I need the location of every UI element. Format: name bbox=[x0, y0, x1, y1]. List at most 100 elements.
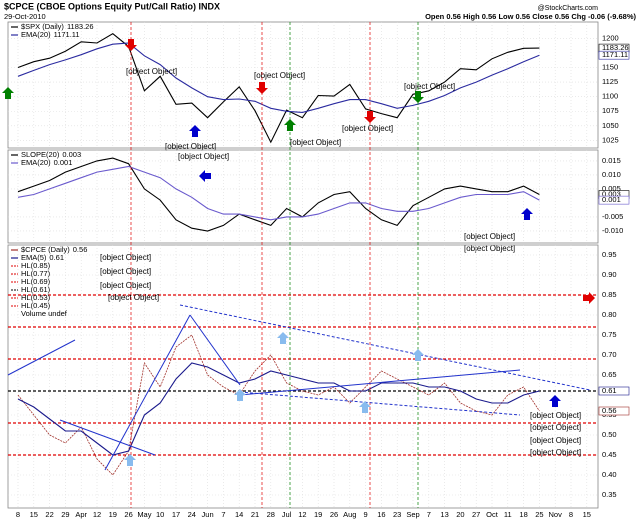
x-tick-label: 12 bbox=[93, 510, 101, 519]
y-tick-label: 0.95 bbox=[602, 250, 617, 259]
y-tick-label: 0.50 bbox=[602, 430, 617, 439]
trendline bbox=[239, 369, 521, 396]
annotation: [object Object] bbox=[530, 436, 581, 445]
annotation: [object Object] bbox=[108, 293, 159, 302]
legend-entry: EMA(20) 1171.11 bbox=[21, 30, 80, 39]
last-value-label: 0.003 bbox=[602, 190, 621, 199]
series-line bbox=[17, 334, 540, 476]
arrow bbox=[189, 125, 201, 137]
x-tick-label: 7 bbox=[221, 510, 225, 519]
x-tick-label: 24 bbox=[188, 510, 196, 519]
arrow bbox=[364, 111, 376, 123]
y-tick-label: 0.005 bbox=[602, 184, 621, 193]
legend-value: 1183.26 bbox=[67, 22, 94, 31]
annotation: [object Object] bbox=[530, 423, 581, 432]
annotation: [object Object] bbox=[254, 71, 305, 80]
legend-value: 0.003 bbox=[62, 150, 81, 159]
x-tick-label: 15 bbox=[30, 510, 38, 519]
last-value-label: 0.61 bbox=[602, 386, 617, 395]
x-tick-label: May bbox=[137, 510, 151, 519]
legend-entry: HL(0.61) bbox=[21, 285, 51, 294]
annotation: [object Object] bbox=[530, 448, 581, 457]
panel-frame bbox=[7, 244, 599, 509]
x-tick-label: Nov bbox=[549, 510, 563, 519]
y-tick-label: 1025 bbox=[602, 135, 619, 144]
annotation: [object Object] bbox=[342, 124, 393, 133]
y-tick-label: 1100 bbox=[602, 92, 618, 101]
trendline bbox=[189, 314, 241, 386]
last-value-box bbox=[598, 386, 630, 396]
x-tick-label: Aug bbox=[343, 510, 356, 519]
annotation: [object Object] bbox=[178, 152, 229, 161]
y-tick-label: 0.75 bbox=[602, 330, 617, 339]
arrow bbox=[412, 349, 424, 361]
legend-entry: HL(0.53) bbox=[21, 293, 51, 302]
legend-name: EMA(20) bbox=[21, 158, 51, 167]
trendline bbox=[239, 391, 521, 416]
y-tick-label: 0.015 bbox=[602, 156, 621, 165]
legend-value: 0.61 bbox=[49, 253, 64, 262]
legend-value: 1171.11 bbox=[54, 30, 80, 39]
x-tick-label: Apr bbox=[75, 510, 87, 519]
arrow bbox=[124, 454, 136, 466]
legend-entry: $CPCE (Daily) 0.56 bbox=[21, 245, 87, 254]
arrow bbox=[2, 87, 14, 99]
series-line bbox=[17, 42, 540, 113]
x-tick-label: Oct bbox=[486, 510, 499, 519]
x-tick-label: 16 bbox=[377, 510, 385, 519]
annotation: [object Object] bbox=[530, 411, 581, 420]
x-tick-label: 14 bbox=[235, 510, 243, 519]
x-tick-label: 26 bbox=[124, 510, 132, 519]
x-tick-label: 17 bbox=[172, 510, 180, 519]
legend-value: 0.56 bbox=[73, 245, 88, 254]
x-tick-label: 13 bbox=[440, 510, 448, 519]
series-line bbox=[17, 33, 540, 144]
y-tick-label: 1050 bbox=[602, 121, 619, 130]
x-tick-label: 8 bbox=[569, 510, 573, 519]
legend-value: 0.001 bbox=[54, 158, 73, 167]
source: @StockCharts.com bbox=[538, 5, 599, 12]
last-value-box bbox=[598, 406, 630, 416]
x-tick-label: Jun bbox=[202, 510, 214, 519]
y-tick-label: 1075 bbox=[602, 106, 619, 115]
chart-date: 29-Oct-2010 bbox=[4, 12, 46, 21]
x-tick-label: 9 bbox=[364, 510, 368, 519]
legend-entry: HL(0.69) bbox=[21, 277, 51, 286]
x-tick-label: 25 bbox=[535, 510, 543, 519]
legend-name: $CPCE (Daily) bbox=[21, 245, 70, 254]
x-tick-label: 15 bbox=[583, 510, 591, 519]
x-tick-label: 22 bbox=[45, 510, 53, 519]
arrow bbox=[277, 332, 289, 344]
arrow bbox=[521, 208, 533, 220]
annotation: [object Object] bbox=[464, 244, 515, 253]
series-line bbox=[17, 165, 540, 221]
last-value-box bbox=[598, 50, 630, 60]
x-tick-label: 19 bbox=[314, 510, 322, 519]
x-tick-label: 26 bbox=[330, 510, 338, 519]
x-tick-label: 10 bbox=[156, 510, 164, 519]
y-tick-label: 0.90 bbox=[602, 270, 617, 279]
y-tick-label: 0.010 bbox=[602, 170, 621, 179]
trendline bbox=[104, 314, 191, 471]
x-tick-label: 27 bbox=[472, 510, 480, 519]
trendline bbox=[59, 419, 156, 456]
y-tick-label: 1125 bbox=[602, 77, 618, 86]
annotation: [object Object] bbox=[290, 138, 341, 147]
arrow bbox=[199, 170, 211, 182]
legend-name: EMA(5) bbox=[21, 253, 47, 262]
arrow bbox=[359, 401, 371, 413]
last-value-label: 1171.11 bbox=[602, 50, 628, 59]
x-tick-label: 20 bbox=[456, 510, 464, 519]
arrow bbox=[234, 389, 246, 401]
y-tick-label: -0.005 bbox=[602, 212, 623, 221]
annotation: [object Object] bbox=[165, 142, 216, 151]
arrow bbox=[284, 119, 296, 131]
legend-entry: Volume undef bbox=[21, 309, 68, 318]
y-tick-label: 0.35 bbox=[602, 490, 617, 499]
legend-entry: HL(0.77) bbox=[21, 269, 51, 278]
y-tick-label: -0.010 bbox=[602, 226, 623, 235]
legend-entry: EMA(20) 0.001 bbox=[21, 158, 72, 167]
legend-entry: EMA(5) 0.61 bbox=[21, 253, 64, 262]
legend-name: SLOPE(20) bbox=[21, 150, 60, 159]
